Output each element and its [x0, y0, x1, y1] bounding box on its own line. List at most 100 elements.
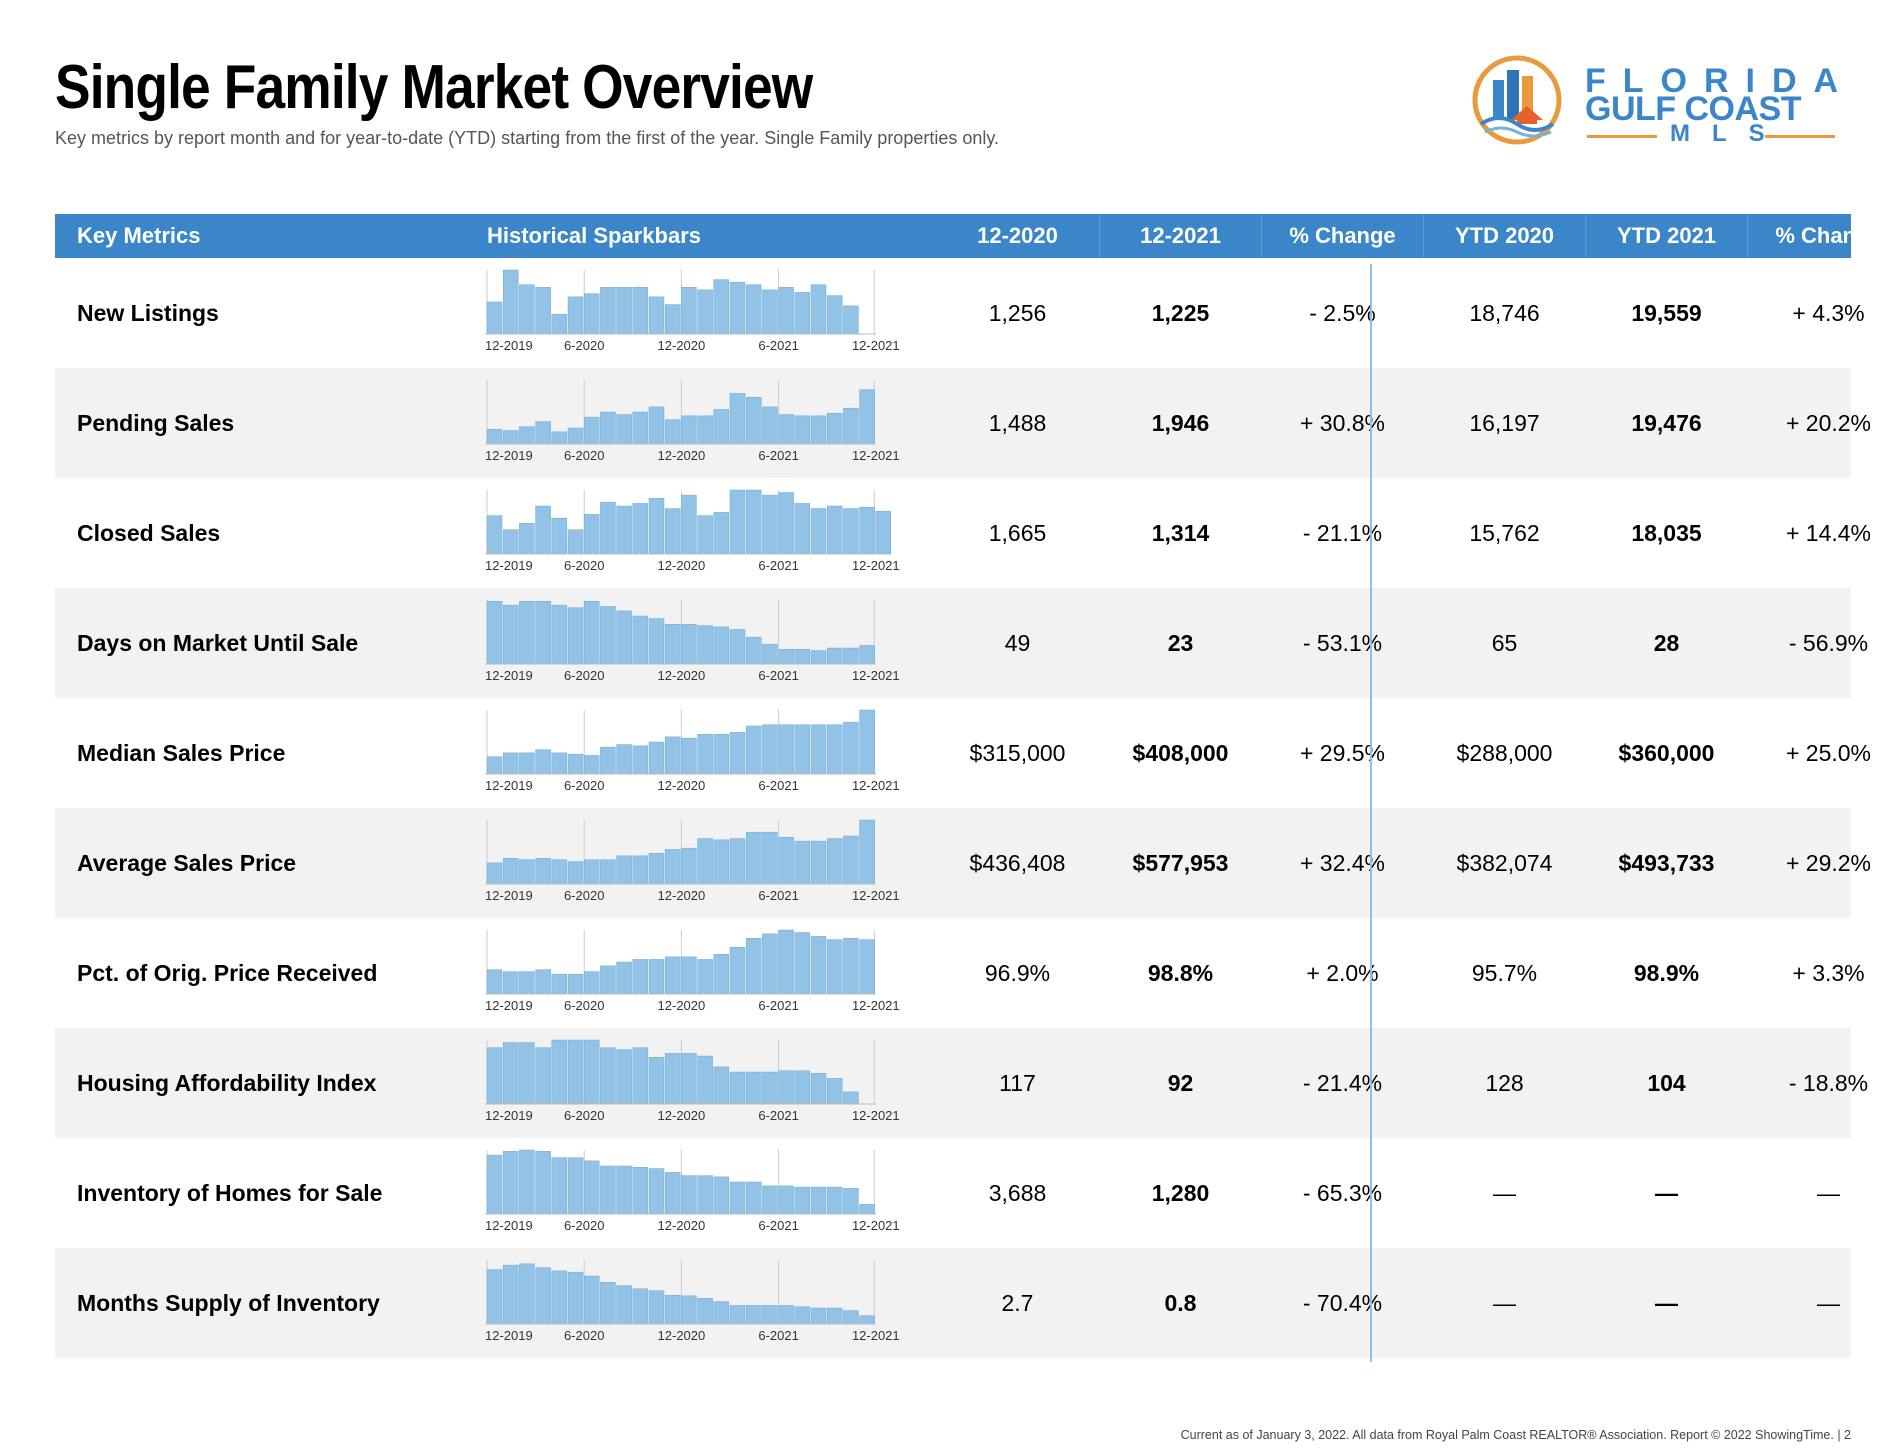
- spark-bar: [762, 933, 778, 995]
- logo-line-3: MLS: [1670, 120, 1787, 147]
- spark-bar: [583, 1160, 600, 1215]
- spark-bar: [583, 514, 600, 555]
- spark-bar: [648, 296, 665, 335]
- spark-bar: [632, 411, 649, 445]
- cell-pct-change-ytd: —: [1817, 1180, 1840, 1206]
- spark-bar: [616, 961, 632, 995]
- spark-bar: [664, 624, 681, 665]
- sparkbar-svg: 12-2019 6-2020 12-2020 6-2021 12-2021: [485, 1039, 900, 1123]
- spark-bar: [486, 1269, 503, 1325]
- spark-bar: [697, 1055, 713, 1105]
- sparkbar-chart: 12-2019 6-2020 12-2020 6-2021 12-2021: [485, 926, 935, 1026]
- spark-bar: [486, 429, 503, 445]
- ytd-divider: [1370, 264, 1372, 1362]
- cell-pct-change-ytd: - 56.9%: [1788, 630, 1869, 656]
- spark-bar: [697, 415, 713, 445]
- spark-bar: [843, 721, 859, 775]
- spark-bar: [632, 1288, 649, 1325]
- col-month-2021: 12-2021: [1140, 223, 1221, 248]
- spark-bar: [600, 287, 616, 335]
- spark-bar: [486, 1047, 503, 1105]
- spark-bar: [551, 604, 568, 665]
- spark-bar: [713, 954, 730, 995]
- spark-bar: [632, 287, 649, 335]
- cell-month-2021: $577,953: [1132, 850, 1229, 876]
- spark-bar: [810, 508, 827, 555]
- spark-bar: [810, 724, 827, 775]
- spark-bar: [535, 858, 551, 885]
- cell-pct-change-month: - 70.4%: [1302, 1290, 1383, 1316]
- spark-bar: [713, 626, 730, 665]
- spark-bar: [778, 1070, 794, 1105]
- metric-name: Pct. of Orig. Price Received: [77, 960, 378, 986]
- col-pct-change-ytd: % Change: [1775, 223, 1882, 248]
- spark-bar: [713, 279, 730, 335]
- spark-bar: [664, 956, 681, 995]
- spark-bar: [794, 1186, 811, 1215]
- sparkbar-chart: 12-2019 6-2020 12-2020 6-2021 12-2021: [485, 1256, 935, 1356]
- spark-bar: [616, 744, 632, 775]
- spark-bar: [583, 601, 600, 665]
- spark-bar: [745, 489, 762, 555]
- spark-bar: [843, 305, 859, 335]
- spark-axis-label: 12-2020: [658, 1218, 706, 1233]
- spark-bar: [810, 1307, 827, 1325]
- spark-bar: [681, 494, 697, 555]
- spark-bar: [567, 427, 584, 445]
- spark-bar: [778, 1305, 794, 1325]
- spark-bar: [697, 1298, 713, 1325]
- spark-axis-label: 12-2019: [485, 888, 533, 903]
- spark-bar: [664, 419, 681, 445]
- spark-axis-label: 12-2019: [485, 1328, 533, 1343]
- spark-bar: [794, 415, 811, 445]
- florida-gulf-coast-mls-logo: FLORIDA GULF COAST MLS: [1465, 50, 1840, 150]
- spark-bar: [519, 752, 535, 775]
- spark-bar: [648, 959, 665, 995]
- spark-bar: [535, 505, 551, 555]
- cell-month-2020: 1,665: [988, 520, 1047, 546]
- sparkbar-svg: 12-2019 6-2020 12-2020 6-2021 12-2021: [485, 709, 900, 793]
- spark-axis-label: 6-2020: [564, 558, 604, 573]
- header-separator: [1585, 214, 1586, 258]
- page-title: Single Family Market Overview: [55, 53, 813, 122]
- cell-pct-change-ytd: —: [1817, 1290, 1840, 1316]
- spark-bar: [551, 431, 568, 445]
- spark-bar: [794, 1306, 811, 1325]
- spark-bar: [502, 269, 519, 335]
- cell-ytd-2020: 18,746: [1469, 300, 1540, 326]
- spark-bar: [486, 1154, 503, 1215]
- spark-bar: [762, 1305, 778, 1325]
- spark-bar: [519, 1042, 535, 1105]
- cell-month-2020: 1,488: [988, 410, 1047, 436]
- cell-pct-change-month: - 2.5%: [1309, 300, 1376, 326]
- cell-pct-change-ytd: + 25.0%: [1785, 740, 1872, 766]
- logo-rule-left: [1587, 135, 1657, 138]
- col-ytd-2020: YTD 2020: [1454, 223, 1555, 248]
- cell-pct-change-ytd: + 3.3%: [1792, 960, 1865, 986]
- spark-bar: [713, 839, 730, 885]
- spark-axis-label: 12-2021: [852, 888, 900, 903]
- spark-bar: [567, 1039, 584, 1105]
- spark-bar: [762, 289, 778, 335]
- spark-bar: [535, 1047, 551, 1105]
- spark-bar: [535, 749, 551, 775]
- spark-bar: [859, 819, 875, 885]
- sparkbar-chart: 12-2019 6-2020 12-2020 6-2021 12-2021: [485, 596, 935, 696]
- spark-bar: [794, 932, 811, 995]
- spark-bar: [681, 1053, 697, 1105]
- spark-axis-label: 12-2020: [658, 338, 706, 353]
- spark-bar: [664, 736, 681, 775]
- spark-bar: [826, 505, 843, 555]
- cell-pct-change-month: + 2.0%: [1306, 960, 1379, 986]
- spark-bar: [729, 1071, 746, 1105]
- cell-pct-change-month: - 53.1%: [1302, 630, 1383, 656]
- spark-axis-label: 6-2020: [564, 998, 604, 1013]
- spark-bar: [794, 649, 811, 665]
- spark-bar: [567, 753, 584, 775]
- spark-bar: [697, 625, 713, 665]
- spark-axis-label: 12-2021: [852, 1108, 900, 1123]
- spark-axis-label: 12-2019: [485, 338, 533, 353]
- spark-bar: [681, 287, 697, 335]
- spark-axis-label: 6-2020: [564, 1328, 604, 1343]
- spark-axis-label: 12-2021: [852, 668, 900, 683]
